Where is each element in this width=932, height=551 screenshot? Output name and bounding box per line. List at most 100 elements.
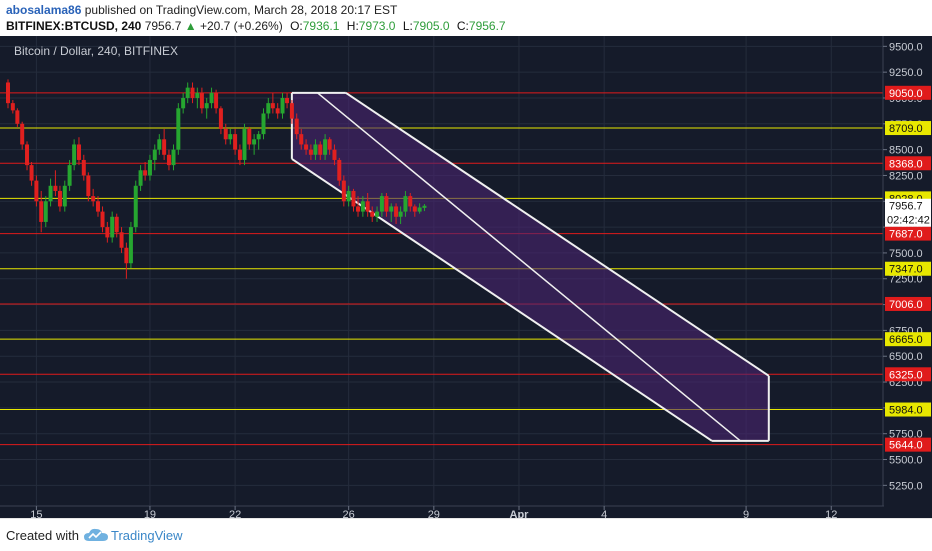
low-label: L: xyxy=(402,19,413,33)
candle-body xyxy=(223,128,228,140)
candle-body xyxy=(351,190,356,207)
level-price-tag xyxy=(885,121,931,136)
tradingview-brand[interactable]: TradingView xyxy=(111,528,183,543)
candle-body xyxy=(408,196,413,207)
candle-body xyxy=(114,216,119,233)
level-price-label: 6325.0 xyxy=(889,369,923,381)
candle-body xyxy=(365,201,370,212)
level-price-tag xyxy=(885,332,931,347)
price-tick-label: 8250.0 xyxy=(889,170,923,182)
candle-body xyxy=(171,149,176,166)
candle-body xyxy=(195,92,200,98)
candle-body xyxy=(332,149,337,160)
candle-body xyxy=(128,227,133,264)
candle-body xyxy=(270,103,275,109)
time-axis[interactable]: 15 19 22 26 29 Apr 4 9 12 xyxy=(30,506,837,518)
price-tick-label: 9250.0 xyxy=(889,67,923,79)
candle-body xyxy=(72,144,77,166)
level-price-label: 7006.0 xyxy=(889,299,923,311)
candle-body xyxy=(25,144,30,166)
created-with-label: Created with xyxy=(6,528,79,543)
candle-body xyxy=(323,139,328,155)
low-value: 7905.0 xyxy=(412,19,450,33)
candle-body xyxy=(417,207,422,212)
candle-body xyxy=(91,196,96,202)
price-tick-label: 8500.0 xyxy=(889,145,923,157)
candle-body xyxy=(138,170,143,186)
level-price-label: 5644.0 xyxy=(889,440,923,452)
candle-body xyxy=(256,134,261,140)
current-price-label: 7956.7 xyxy=(889,201,923,213)
time-tick-label: 9 xyxy=(743,509,749,518)
candle-body xyxy=(412,206,417,212)
price-tick-label: 5250.0 xyxy=(889,480,923,492)
candle-body xyxy=(100,211,105,228)
price-change: +20.7 (+0.26%) xyxy=(199,19,283,33)
open-label: O: xyxy=(290,19,303,33)
price-axis[interactable]: 5250.05500.05750.06000.06250.06500.06750… xyxy=(883,36,932,518)
candle-body xyxy=(346,190,351,202)
candle-body xyxy=(20,123,25,145)
candle-body xyxy=(289,103,294,119)
candle-body xyxy=(57,190,62,207)
candle-body xyxy=(318,144,323,155)
candle-body xyxy=(152,149,157,160)
candle-body xyxy=(422,205,427,208)
candle-body xyxy=(308,149,313,155)
level-price-tag xyxy=(885,402,931,417)
candle-body xyxy=(29,165,34,181)
time-tick-label: 12 xyxy=(825,509,837,518)
level-price-tag xyxy=(885,437,931,452)
time-tick-label: 29 xyxy=(428,509,440,518)
price-chart[interactable]: 5250.05500.05750.06000.06250.06500.06750… xyxy=(0,36,932,518)
time-tick-label: 4 xyxy=(601,509,607,518)
level-price-label: 5984.0 xyxy=(889,405,923,417)
candle-body xyxy=(389,206,394,212)
candle-body xyxy=(304,144,309,150)
candle-body xyxy=(15,110,20,124)
candle-body xyxy=(199,92,204,109)
candle-body xyxy=(266,103,271,114)
candlesticks xyxy=(6,79,427,279)
candle-body xyxy=(209,92,214,104)
candle-body xyxy=(237,149,242,160)
symbol-line: BITFINEX:BTCUSD, 240 7956.7 ▲ +20.7 (+0.… xyxy=(6,19,506,33)
channel-mid-line xyxy=(316,92,741,442)
close-label: C: xyxy=(456,19,469,33)
candle-body xyxy=(252,139,257,145)
current-price-tag xyxy=(885,198,931,227)
high-value: 7973.0 xyxy=(358,19,396,33)
up-arrow-icon: ▲ xyxy=(184,19,197,33)
candle-body xyxy=(242,128,247,160)
level-price-tag xyxy=(885,156,931,171)
candle-body xyxy=(247,128,252,145)
candle-body xyxy=(133,185,138,228)
candle-body xyxy=(110,216,115,238)
level-price-label: 8709.0 xyxy=(889,123,923,135)
candle-body xyxy=(398,211,403,217)
candle-body xyxy=(214,92,219,109)
candle-body xyxy=(394,206,399,217)
candle-body xyxy=(147,159,152,176)
candle-body xyxy=(39,201,44,222)
candle-body xyxy=(285,97,290,104)
candle-body xyxy=(166,154,171,166)
footer: Created with TradingView xyxy=(0,518,932,551)
candle-body xyxy=(233,134,238,150)
tradingview-cloud-icon xyxy=(84,528,108,541)
candle-body xyxy=(105,227,110,238)
candle-body xyxy=(176,108,181,150)
level-price-tag xyxy=(885,261,931,276)
price-tick-label: 6500.0 xyxy=(889,351,923,363)
candle-body xyxy=(275,108,280,114)
candle-body xyxy=(299,134,304,145)
author-link[interactable]: abosalama86 xyxy=(6,3,82,17)
candle-body xyxy=(34,180,39,202)
candle-body xyxy=(67,165,72,186)
candle-body xyxy=(143,170,148,176)
candle-body xyxy=(204,103,209,109)
price-tick-label: 9500.0 xyxy=(889,41,923,53)
chart-background xyxy=(0,36,932,518)
candle-body xyxy=(6,82,10,104)
candle-body xyxy=(280,97,285,114)
